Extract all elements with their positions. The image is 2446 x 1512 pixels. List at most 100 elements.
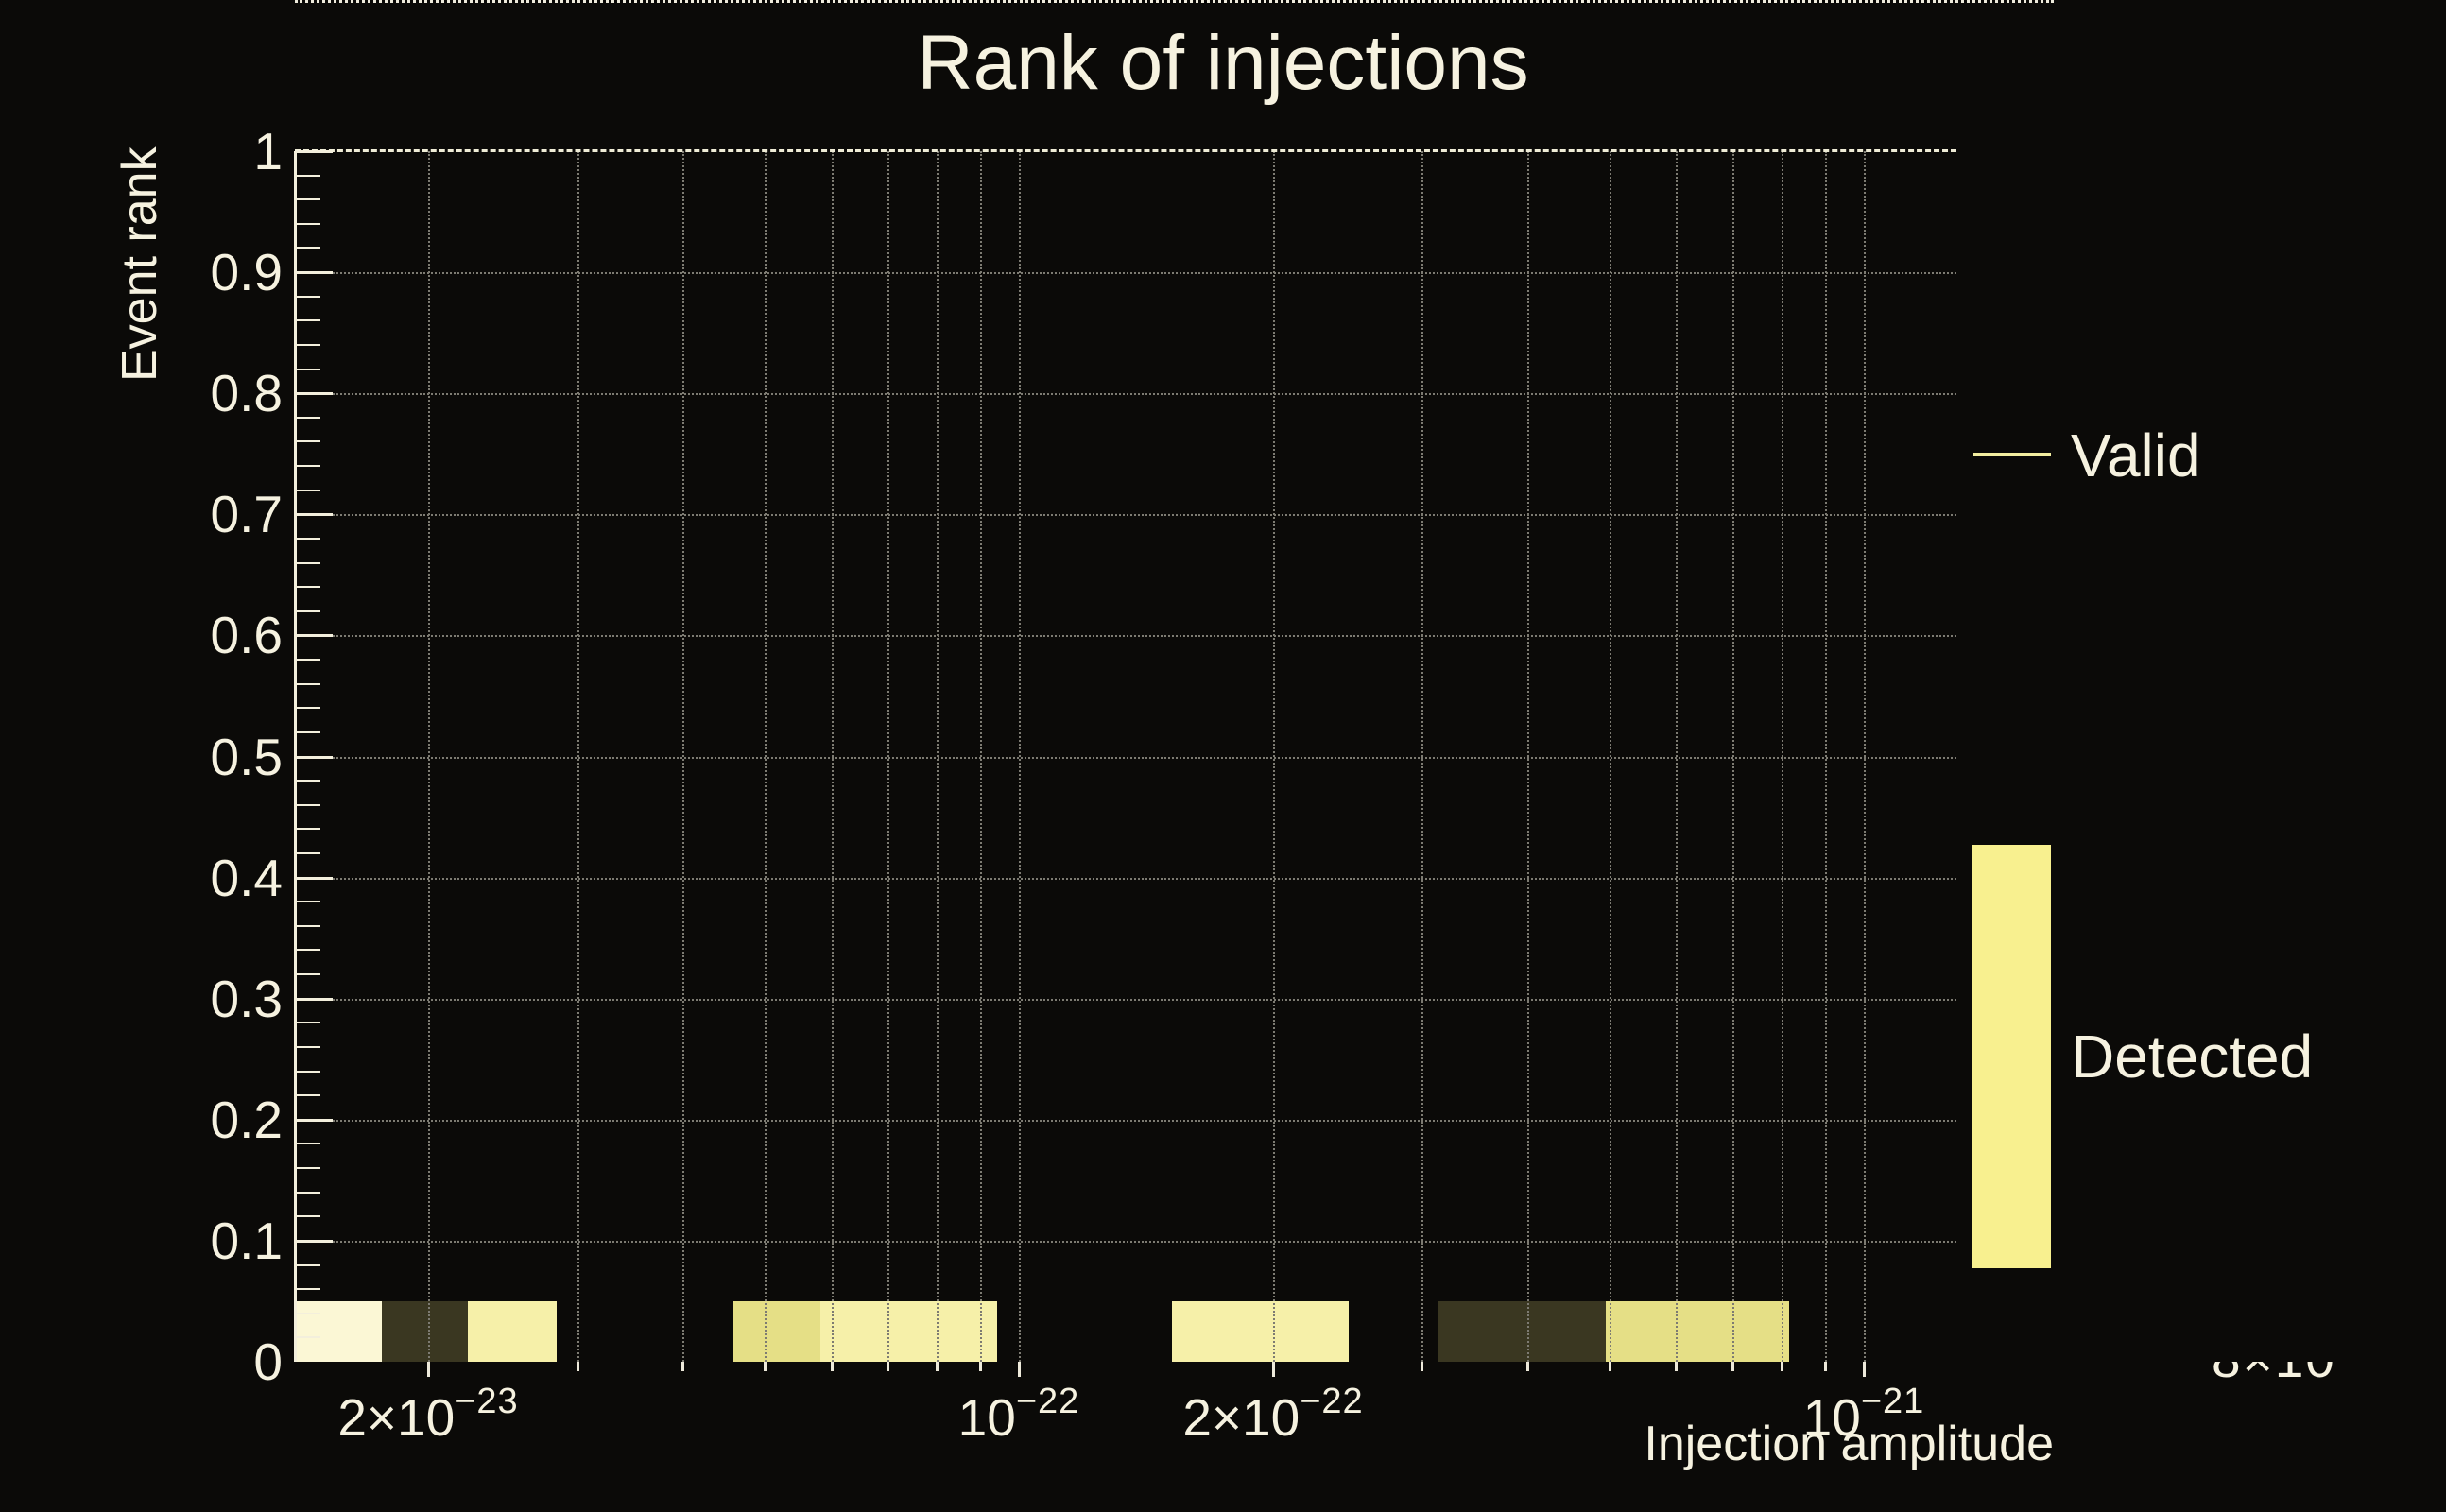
- x-tick: [1272, 1362, 1275, 1377]
- y-major-tick: [295, 513, 333, 516]
- x-tick: [1781, 1362, 1783, 1371]
- y-minor-tick: [295, 973, 320, 975]
- histogram-bar: [295, 1301, 382, 1362]
- x-gridline: [1732, 151, 1734, 1362]
- y-minor-tick: [295, 1192, 320, 1194]
- x-axis-line: [295, 0, 2054, 3]
- y-minor-tick: [295, 319, 320, 321]
- y-major-tick: [295, 1240, 333, 1243]
- y-minor-tick: [295, 683, 320, 685]
- x-gridline: [1864, 151, 1866, 1362]
- x-tick-label-exponent: −22: [1015, 1382, 1080, 1421]
- y-minor-tick: [295, 175, 320, 177]
- x-gridline: [1610, 151, 1611, 1362]
- x-tick-label: 2×10−23: [286, 1382, 570, 1448]
- y-minor-tick: [295, 707, 320, 709]
- y-tick-label: 0.8: [210, 364, 283, 422]
- clipped-axis-label-text: 8×10: [2212, 1362, 2363, 1385]
- x-gridline: [1273, 151, 1275, 1362]
- y-minor-tick: [295, 659, 320, 661]
- y-minor-tick: [295, 901, 320, 902]
- x-gridline: [832, 151, 834, 1362]
- y-minor-tick: [295, 731, 320, 733]
- y-minor-tick: [295, 1143, 320, 1144]
- y-minor-tick: [295, 198, 320, 200]
- x-tick: [1863, 1362, 1866, 1377]
- x-tick: [681, 1362, 684, 1371]
- y-gridline: [295, 999, 1956, 1001]
- x-gridline: [682, 151, 684, 1362]
- y-minor-tick: [295, 247, 320, 249]
- y-minor-tick: [295, 925, 320, 927]
- histogram-bar: [733, 1301, 821, 1362]
- y-minor-tick: [295, 369, 320, 370]
- y-minor-tick: [295, 538, 320, 540]
- y-minor-tick: [295, 1094, 320, 1096]
- y-minor-tick: [295, 490, 320, 491]
- x-tick-label-base: 10: [957, 1388, 1016, 1447]
- y-minor-tick: [295, 562, 320, 564]
- y-tick-label: 0.4: [210, 849, 283, 907]
- x-tick: [1675, 1362, 1678, 1371]
- x-tick: [831, 1362, 834, 1371]
- x-gridline: [937, 151, 939, 1362]
- y-gridline: [295, 1241, 1956, 1243]
- x-tick-label-base: 2×10: [337, 1388, 456, 1447]
- x-gridline: [1782, 151, 1783, 1362]
- histogram-bar: [820, 1301, 997, 1362]
- x-tick-label-base: 10: [1802, 1388, 1861, 1447]
- y-minor-tick: [295, 1264, 320, 1266]
- x-tick-label-exponent: −23: [455, 1382, 519, 1421]
- y-major-tick: [295, 150, 333, 153]
- clipped-axis-label: 8×10: [2212, 1362, 2363, 1388]
- x-gridline: [577, 151, 579, 1362]
- y-gridline: [295, 635, 1956, 637]
- x-tick: [887, 1362, 889, 1371]
- y-minor-tick: [295, 344, 320, 346]
- y-minor-tick: [295, 223, 320, 225]
- y-tick-label: 1: [253, 122, 283, 180]
- legend-detected-label: Detected: [2071, 1022, 2314, 1091]
- x-gridline: [980, 151, 982, 1362]
- y-tick-label: 0.5: [210, 728, 283, 786]
- x-tick: [427, 1362, 430, 1377]
- x-gridline: [1676, 151, 1678, 1362]
- y-tick-label: 0.6: [210, 606, 283, 664]
- y-minor-tick: [295, 586, 320, 588]
- y-minor-tick: [295, 1046, 320, 1048]
- chart-title: Rank of injections: [917, 20, 1529, 106]
- histogram-bar: [1606, 1301, 1789, 1362]
- x-tick: [1731, 1362, 1734, 1371]
- x-tick-label-base: 2×10: [1182, 1388, 1301, 1447]
- x-tick: [1421, 1362, 1423, 1371]
- y-minor-tick: [295, 1022, 320, 1023]
- y-minor-tick: [295, 417, 320, 419]
- x-tick-label: 10−21: [1722, 1382, 2006, 1448]
- histogram-bar: [382, 1301, 469, 1362]
- y-minor-tick: [295, 1215, 320, 1217]
- y-minor-tick: [295, 1071, 320, 1073]
- y-minor-tick: [295, 804, 320, 806]
- y-tick-label: 0.9: [210, 243, 283, 301]
- y-minor-tick: [295, 780, 320, 782]
- x-tick: [1609, 1362, 1611, 1371]
- x-gridline: [765, 151, 767, 1362]
- y-gridline: [295, 757, 1956, 759]
- x-gridline: [1421, 151, 1423, 1362]
- y-major-tick: [295, 392, 333, 395]
- legend-detected-swatch: [1972, 845, 2051, 1268]
- x-tick: [936, 1362, 939, 1371]
- y-minor-tick: [295, 465, 320, 467]
- y-tick-label: 0: [253, 1332, 283, 1391]
- legend-valid-line-swatch: [1973, 453, 2051, 456]
- x-tick-label-exponent: −21: [1860, 1382, 1925, 1421]
- x-tick: [979, 1362, 982, 1371]
- y-minor-tick: [295, 440, 320, 442]
- y-major-tick: [295, 756, 333, 759]
- y-major-tick: [295, 877, 333, 880]
- y-minor-tick: [295, 296, 320, 298]
- x-tick: [1526, 1362, 1529, 1371]
- x-tick: [577, 1362, 579, 1371]
- y-gridline: [295, 1120, 1956, 1122]
